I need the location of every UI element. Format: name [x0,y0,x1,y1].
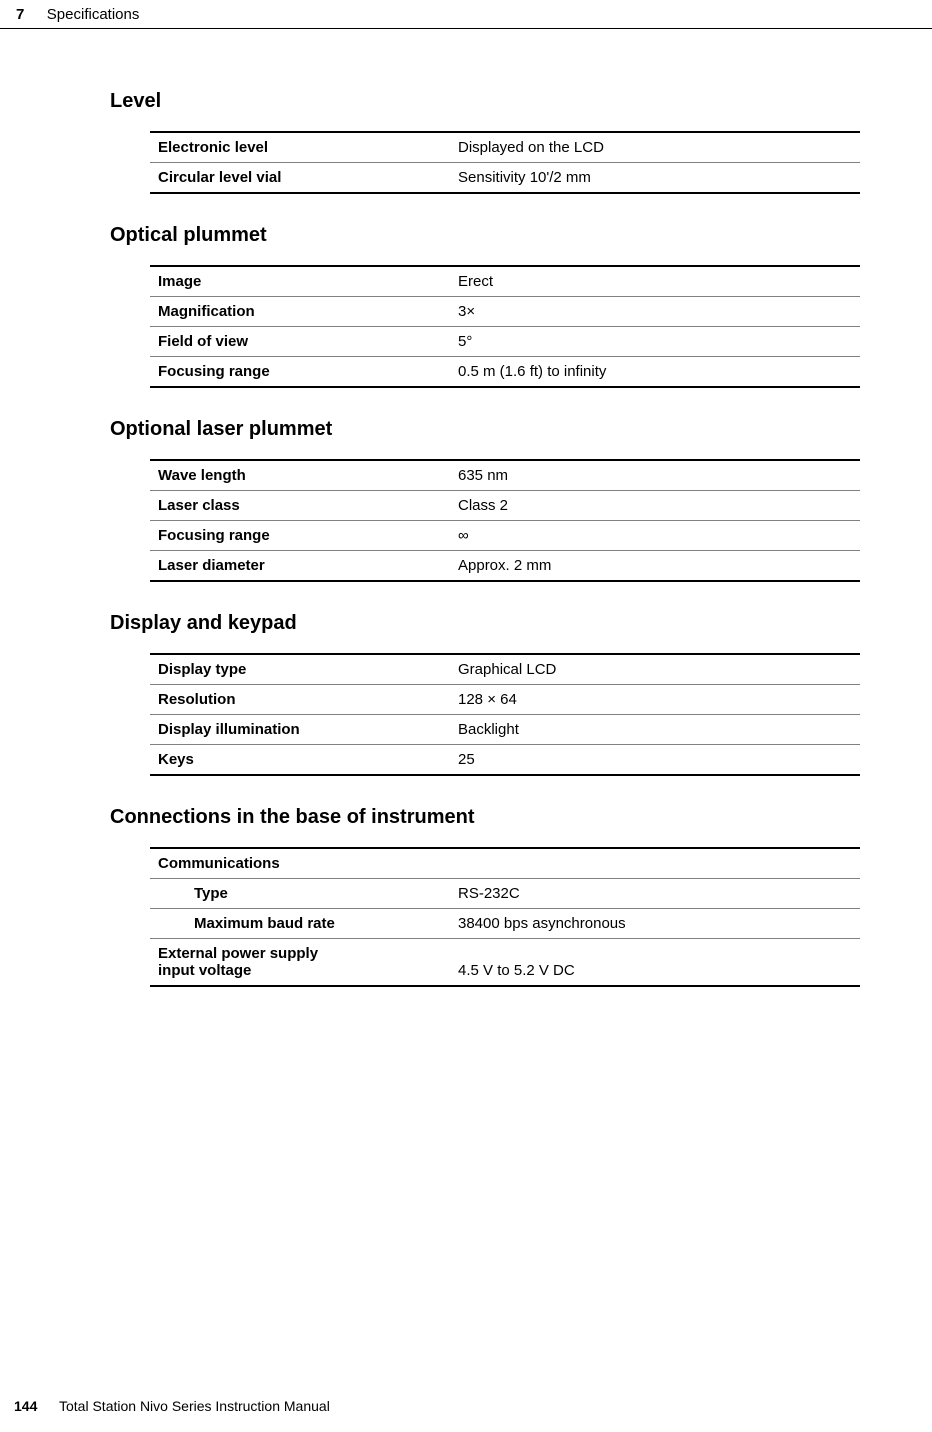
spec-label: Display type [150,654,450,685]
chapter-number: 7 [16,6,24,23]
chapter-title: Specifications [47,6,140,23]
spec-value: 5° [450,327,860,357]
table-row: Maximum baud rate 38400 bps asynchronous [150,909,860,939]
spec-label: Focusing range [150,521,450,551]
spec-label: Magnification [150,297,450,327]
table-row: Focusing range 0.5 m (1.6 ft) to infinit… [150,357,860,388]
spec-table-level: Electronic level Displayed on the LCD Ci… [150,131,860,194]
section-heading-laser-plummet: Optional laser plummet [110,418,870,441]
spec-label: Electronic level [150,132,450,163]
spec-value: 635 nm [450,460,860,491]
spec-label: Laser class [150,491,450,521]
page-header: 7 Specifications [0,0,932,29]
spec-label-line1: External power supply [158,945,318,962]
spec-value: Graphical LCD [450,654,860,685]
spec-value: Sensitivity 10'/2 mm [450,163,860,194]
spec-table-display-keypad: Display type Graphical LCD Resolution 12… [150,653,860,776]
spec-label: Type [150,879,450,909]
spec-table-laser-plummet: Wave length 635 nm Laser class Class 2 F… [150,459,860,582]
table-row: Image Erect [150,266,860,297]
spec-value: ∞ [450,521,860,551]
table-row: Field of view 5° [150,327,860,357]
page-footer: 144 Total Station Nivo Series Instructio… [14,1398,330,1414]
spec-label-line2: input voltage [158,962,251,979]
table-row: Focusing range ∞ [150,521,860,551]
spec-label: Focusing range [150,357,450,388]
spec-table-connections: Communications Type RS-232C Maximum baud… [150,847,860,987]
spec-value: Approx. 2 mm [450,551,860,582]
spec-value: Class 2 [450,491,860,521]
table-row: Electronic level Displayed on the LCD [150,132,860,163]
page-number: 144 [14,1398,37,1414]
table-row: Laser class Class 2 [150,491,860,521]
table-row: External power supply input voltage 4.5 … [150,939,860,987]
table-row: Resolution 128 × 64 [150,685,860,715]
spec-value: 0.5 m (1.6 ft) to infinity [450,357,860,388]
manual-title: Total Station Nivo Series Instruction Ma… [59,1398,330,1414]
table-row: Keys 25 [150,745,860,776]
table-row: Circular level vial Sensitivity 10'/2 mm [150,163,860,194]
spec-label: Maximum baud rate [150,909,450,939]
table-row: Laser diameter Approx. 2 mm [150,551,860,582]
spec-value [450,848,860,879]
spec-value: 4.5 V to 5.2 V DC [450,939,860,987]
spec-value: 25 [450,745,860,776]
table-row: Display type Graphical LCD [150,654,860,685]
spec-value: RS-232C [450,879,860,909]
section-heading-display-keypad: Display and keypad [110,612,870,635]
spec-value: Displayed on the LCD [450,132,860,163]
spec-label: Laser diameter [150,551,450,582]
section-heading-connections: Connections in the base of instrument [110,806,870,829]
section-heading-level: Level [110,90,870,113]
spec-value: Erect [450,266,860,297]
spec-label: Field of view [150,327,450,357]
table-row: Communications [150,848,860,879]
spec-label: Communications [150,848,450,879]
spec-label: Wave length [150,460,450,491]
page-content: Level Electronic level Displayed on the … [110,60,870,987]
spec-value: 3× [450,297,860,327]
spec-label: Keys [150,745,450,776]
spec-value: Backlight [450,715,860,745]
table-row: Type RS-232C [150,879,860,909]
spec-label: Resolution [150,685,450,715]
table-row: Magnification 3× [150,297,860,327]
spec-value: 128 × 64 [450,685,860,715]
spec-table-optical-plummet: Image Erect Magnification 3× Field of vi… [150,265,860,388]
spec-label: External power supply input voltage [150,939,450,987]
spec-label: Circular level vial [150,163,450,194]
table-row: Display illumination Backlight [150,715,860,745]
spec-label: Image [150,266,450,297]
spec-value: 38400 bps asynchronous [450,909,860,939]
section-heading-optical-plummet: Optical plummet [110,224,870,247]
table-row: Wave length 635 nm [150,460,860,491]
spec-label: Display illumination [150,715,450,745]
